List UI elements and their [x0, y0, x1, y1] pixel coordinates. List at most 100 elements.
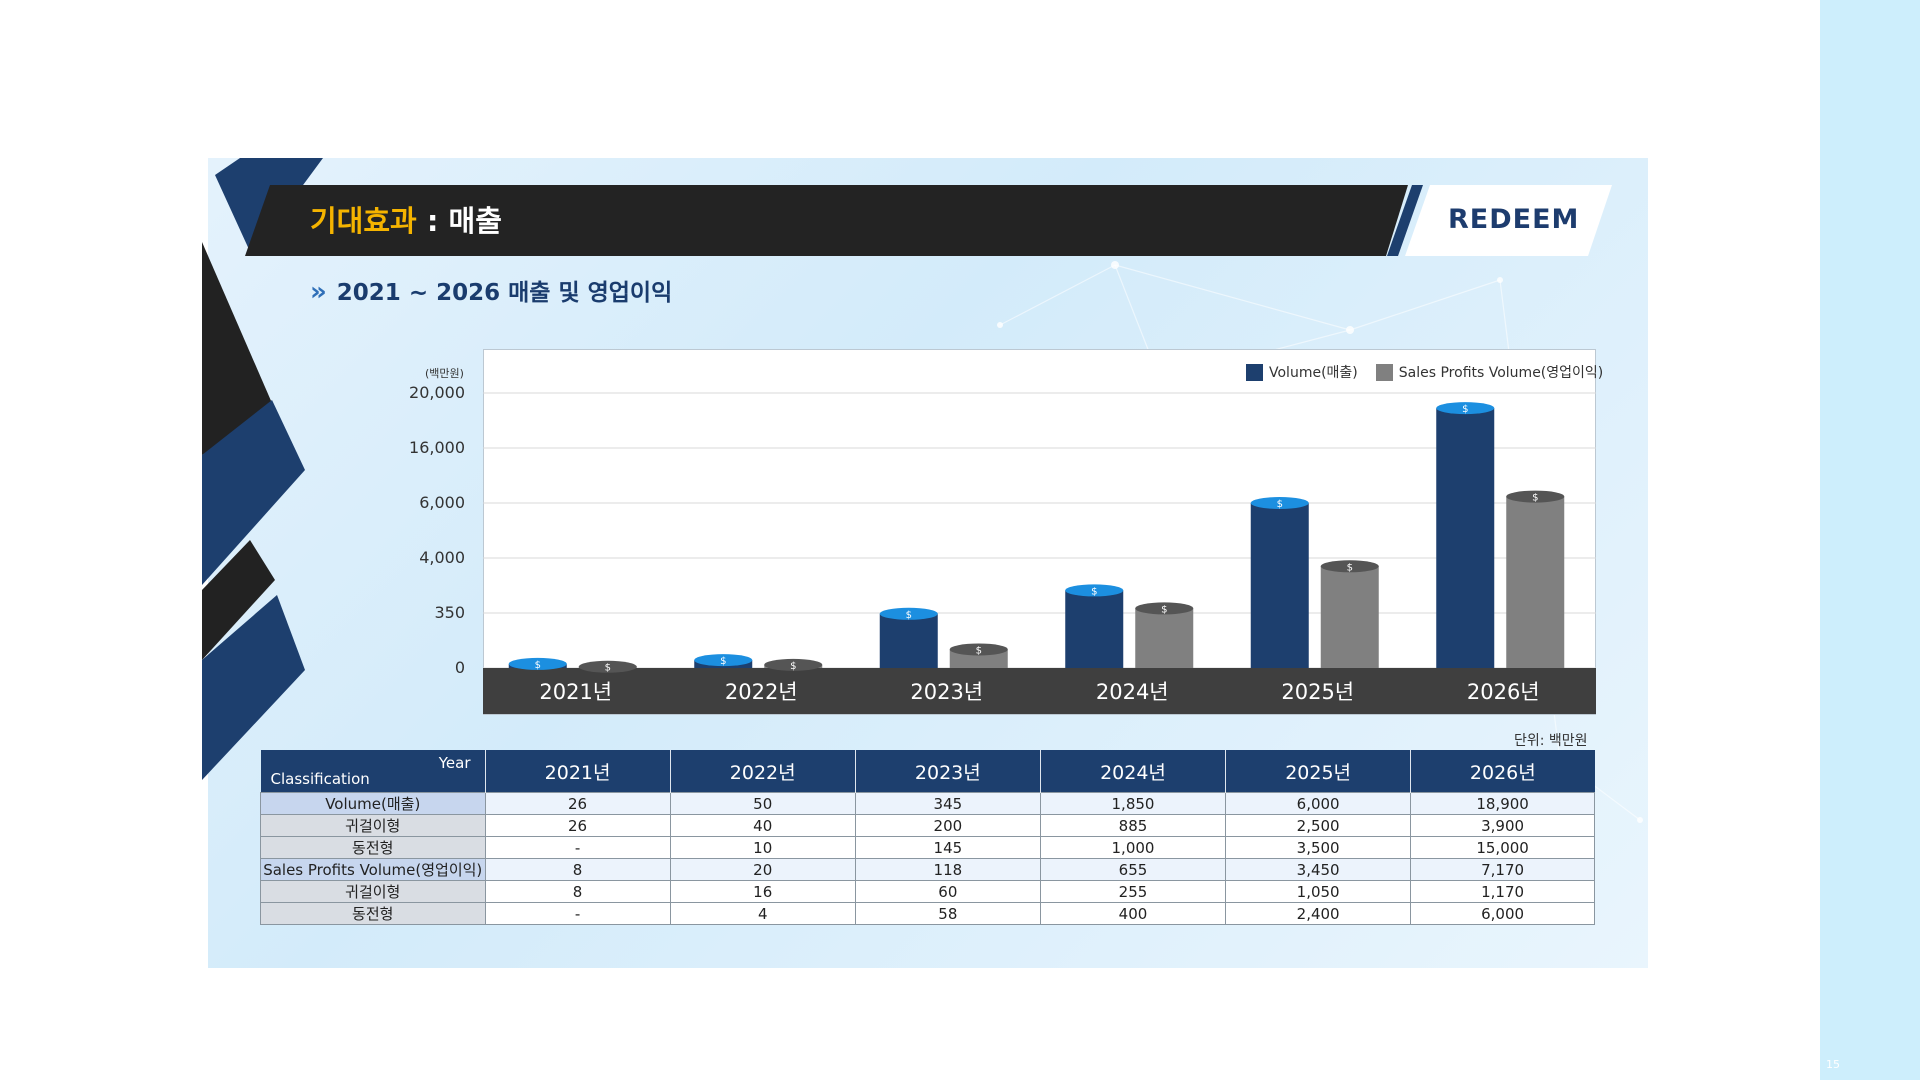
- table-cell: 40: [669, 814, 856, 837]
- y-tick-label: 4,000: [419, 548, 465, 567]
- table-header: 2024년: [1039, 750, 1226, 793]
- corner-year-label: Year: [438, 754, 471, 772]
- dollar-marker: $: [605, 663, 611, 674]
- table-cell: 8: [484, 858, 671, 881]
- table-row: Volume(매출) 26 50 345 1,850 6,000 18,900: [260, 792, 1595, 815]
- redeem-logo: REDEEM: [1448, 204, 1580, 235]
- table-cell: 1,050: [1225, 880, 1412, 903]
- table-cell: 885: [1039, 814, 1227, 837]
- dollar-marker: $: [1091, 586, 1097, 597]
- x-tick-label: 2021년: [539, 680, 612, 704]
- table-cell: 255: [1039, 880, 1227, 903]
- dollar-marker: $: [906, 610, 912, 621]
- bar-cap-volume: [694, 654, 753, 667]
- title-rest: : 매출: [416, 204, 502, 238]
- table-cell: 10: [669, 836, 856, 859]
- table-cell: 3,900: [1410, 814, 1595, 837]
- x-tick-label: 2024년: [1096, 680, 1169, 704]
- table-cell: 3,500: [1225, 836, 1412, 859]
- x-tick-label: 2022년: [725, 680, 798, 704]
- table-cell: 118: [854, 858, 1041, 881]
- bar-volume: [879, 613, 938, 668]
- table-cell: 26: [484, 792, 671, 815]
- table-row: 동전형 - 10 145 1,000 3,500 15,000: [260, 836, 1595, 859]
- dollar-marker: $: [1532, 493, 1538, 504]
- bar-volume: [1436, 408, 1495, 668]
- table-cell: 400: [1039, 902, 1227, 925]
- dollar-marker: $: [1277, 499, 1283, 510]
- bar-volume: [1065, 590, 1124, 668]
- table-cell: -: [484, 902, 671, 925]
- table-cell: 145: [854, 836, 1041, 859]
- dollar-marker: $: [976, 645, 982, 656]
- table-header: 2026년: [1410, 750, 1595, 793]
- x-tick-label: 2023년: [910, 680, 983, 704]
- subtitle-text: 2021 ~ 2026 매출 및 영업이익: [336, 280, 673, 306]
- y-tick-label: 20,000: [409, 383, 465, 402]
- row-label: 귀걸이형: [260, 880, 486, 903]
- bar-cap-volume: [879, 607, 938, 620]
- x-tick-label: 2026년: [1467, 680, 1540, 704]
- table-row: 동전형 - 4 58 400 2,400 6,000: [260, 902, 1595, 925]
- title-highlight: 기대효과: [310, 204, 417, 238]
- row-label: 귀걸이형: [260, 814, 486, 837]
- table-row: Sales Profits Volume(영업이익) 8 20 118 655 …: [260, 858, 1595, 881]
- table-header-row: Year Classification 2021년 2022년 2023년 20…: [260, 750, 1595, 793]
- table-header: 2022년: [669, 750, 856, 793]
- dollar-marker: $: [720, 656, 726, 667]
- y-tick-label: 16,000: [409, 438, 465, 457]
- table-cell: 26: [484, 814, 671, 837]
- table-cell: 200: [854, 814, 1041, 837]
- bar-cap-profit: [578, 660, 637, 673]
- bar-cap-volume: [508, 657, 567, 670]
- dollar-marker: $: [1347, 562, 1353, 573]
- table-cell: 7,170: [1410, 858, 1595, 881]
- bar-cap-profit: [1506, 490, 1565, 503]
- legend-swatch-profit: [1375, 363, 1393, 381]
- dollar-marker: $: [790, 661, 796, 672]
- chart-frame: [483, 349, 1596, 715]
- table-cell: 58: [854, 902, 1041, 925]
- row-label: Sales Profits Volume(영업이익): [260, 858, 486, 881]
- bar-cap-profit: [1135, 602, 1194, 615]
- bar-cap-volume: [1065, 584, 1124, 597]
- data-table: Year Classification 2021년 2022년 2023년 20…: [260, 750, 1595, 925]
- bar-cap-profit: [764, 658, 823, 671]
- bar-profit: [1135, 608, 1194, 668]
- table-cell: 1,850: [1039, 792, 1227, 815]
- double-chevron-right-icon: »: [310, 277, 327, 307]
- dollar-marker: $: [535, 660, 541, 671]
- dollar-marker: $: [1462, 404, 1468, 415]
- legend-item-volume: Volume(매출): [1246, 362, 1358, 382]
- table-cell: 345: [854, 792, 1041, 815]
- row-label: 동전형: [260, 902, 486, 925]
- table-cell: 3,450: [1225, 858, 1412, 881]
- bar-cap-profit: [1320, 560, 1379, 573]
- y-axis-unit: (백만원): [425, 367, 464, 380]
- table-cell: 15,000: [1410, 836, 1595, 859]
- table-cell: 20: [669, 858, 856, 881]
- x-axis-band: [483, 668, 1596, 714]
- page-number: 15: [1826, 1058, 1840, 1071]
- dollar-marker: $: [1161, 604, 1167, 615]
- corner-classification-label: Classification: [270, 770, 370, 788]
- x-tick-label: 2025년: [1281, 680, 1354, 704]
- table-cell: 2,400: [1225, 902, 1412, 925]
- bar-volume: [1250, 503, 1309, 668]
- bar-profit: [1320, 566, 1379, 668]
- table-corner-cell: Year Classification: [260, 750, 485, 793]
- page-title: 기대효과 : 매출: [310, 198, 502, 240]
- unit-note: 단위: 백만원: [1514, 733, 1588, 749]
- table-header: 2023년: [854, 750, 1041, 793]
- legend-label-profit: Sales Profits Volume(영업이익): [1398, 365, 1604, 381]
- row-label: Volume(매출): [260, 792, 486, 815]
- y-tick-label: 350: [434, 603, 465, 622]
- bar-cap-volume: [1250, 497, 1309, 509]
- table-cell: 1,170: [1410, 880, 1595, 903]
- table-row: 귀걸이형 8 16 60 255 1,050 1,170: [260, 880, 1595, 903]
- table-cell: 1,000: [1039, 836, 1227, 859]
- table-cell: 4: [669, 902, 856, 925]
- table-cell: -: [484, 836, 671, 859]
- table-header: 2021년: [484, 750, 671, 793]
